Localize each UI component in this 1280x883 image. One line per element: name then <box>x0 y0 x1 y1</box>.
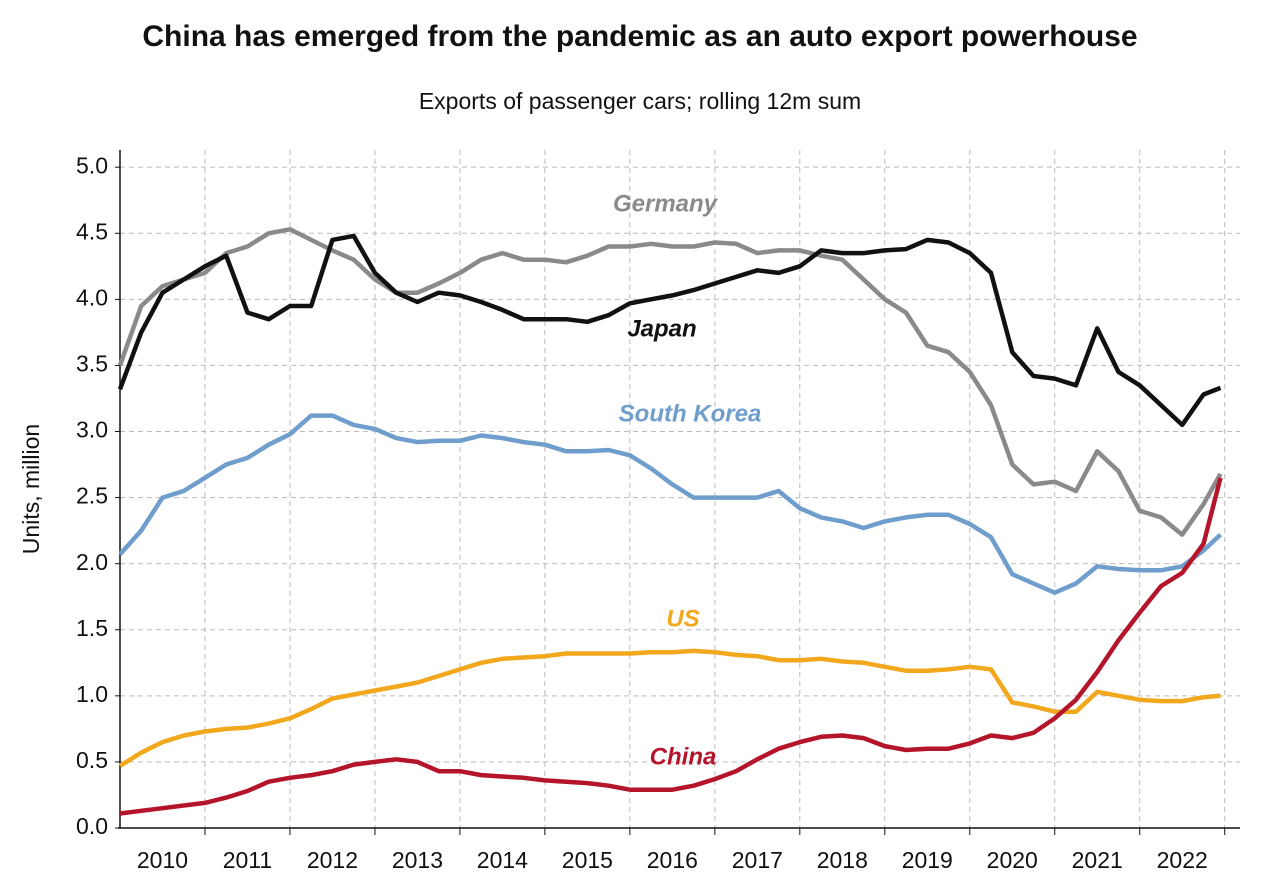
x-tick-label: 2010 <box>137 847 188 873</box>
x-tick-label: 2016 <box>647 847 698 873</box>
series-label: Germany <box>613 190 719 217</box>
x-tick-label: 2019 <box>902 847 953 873</box>
series-label: Japan <box>627 315 696 342</box>
x-tick-label: 2015 <box>562 847 613 873</box>
y-tick-label: 1.0 <box>76 681 108 707</box>
y-tick-label: 0.0 <box>76 813 108 839</box>
x-tick-label: 2011 <box>223 847 272 873</box>
x-tick-label: 2013 <box>392 847 443 873</box>
y-tick-label: 2.0 <box>76 549 108 575</box>
x-tick-label: 2020 <box>987 847 1038 873</box>
series-label: China <box>650 743 717 770</box>
series-label: US <box>666 605 699 632</box>
y-tick-label: 4.5 <box>76 218 108 244</box>
y-tick-label: 3.0 <box>76 417 108 443</box>
y-tick-label: 3.5 <box>76 351 108 377</box>
series-line <box>118 648 1221 768</box>
x-tick-label: 2018 <box>817 847 868 873</box>
x-tick-label: 2017 <box>732 847 783 873</box>
series-line <box>117 233 1222 428</box>
x-tick-label: 2021 <box>1072 847 1123 873</box>
y-tick-label: 2.5 <box>76 483 108 509</box>
chart-subtitle: Exports of passenger cars; rolling 12m s… <box>419 88 861 114</box>
y-tick-label: 5.0 <box>76 152 108 178</box>
x-tick-label: 2022 <box>1157 847 1208 873</box>
y-tick-label: 1.5 <box>76 615 108 641</box>
y-tick-label: 4.0 <box>76 284 108 310</box>
y-axis-label: Units, million <box>18 424 44 554</box>
series-label: South Korea <box>619 400 762 427</box>
series-line <box>118 413 1223 595</box>
y-tick-label: 0.5 <box>76 747 108 773</box>
x-tick-label: 2014 <box>477 847 528 873</box>
series-line <box>117 227 1223 537</box>
series-line <box>119 477 1223 816</box>
x-tick-label: 2012 <box>307 847 358 873</box>
chart-title: China has emerged from the pandemic as a… <box>142 20 1137 53</box>
